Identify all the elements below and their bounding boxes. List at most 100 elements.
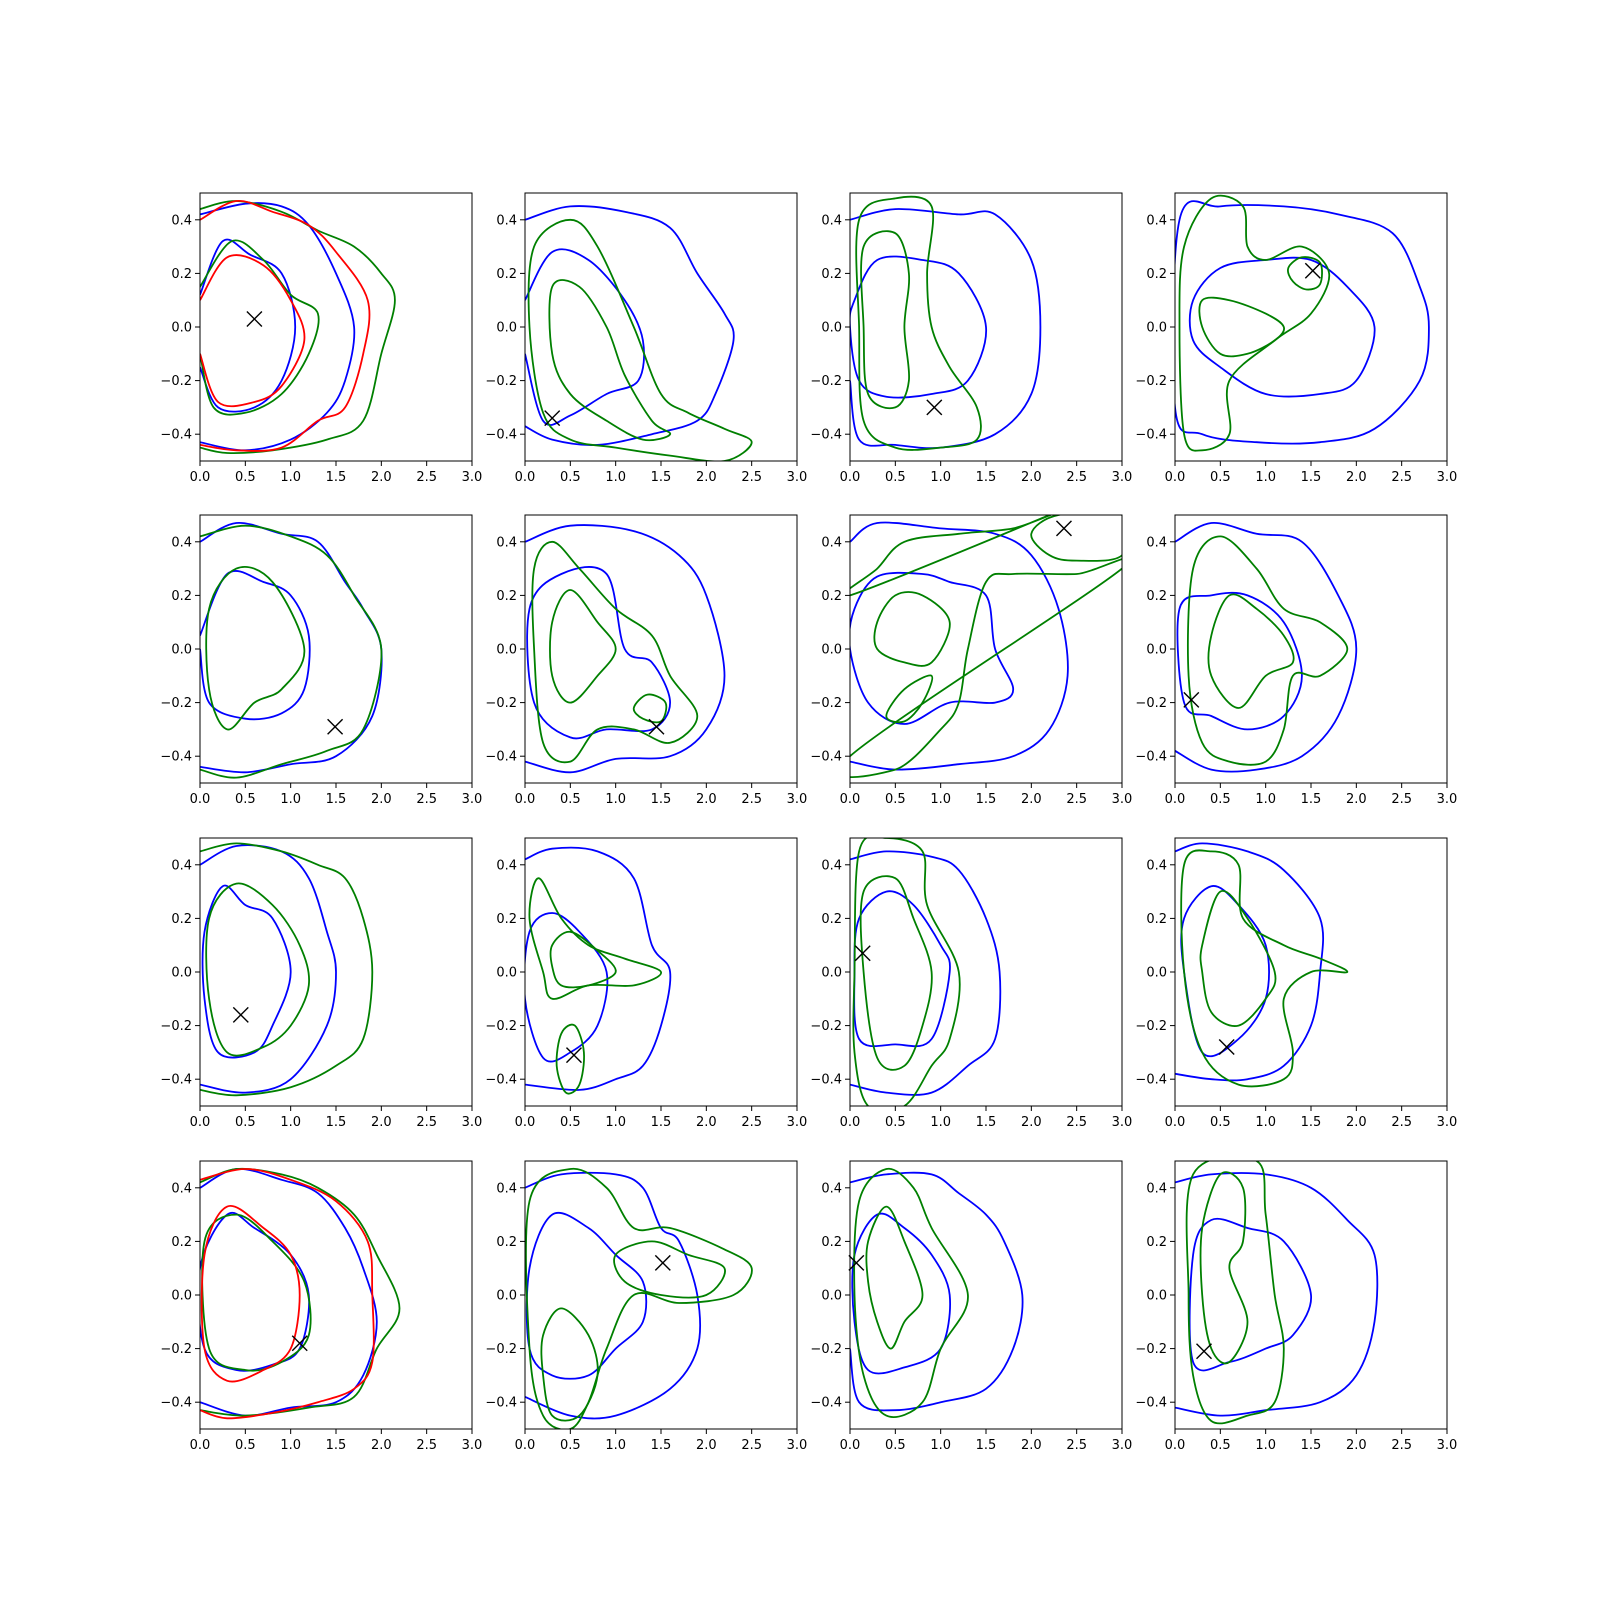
green-contour-3: [525, 1167, 753, 1429]
green-contour-3: [850, 515, 1053, 597]
x-tick-label: 1.5: [976, 470, 997, 485]
x-tick-label: 1.0: [605, 470, 626, 485]
blue-contour-2: [525, 1212, 648, 1380]
x-marker: [1196, 1343, 1213, 1360]
contour-group: [850, 838, 1002, 1106]
y-tick-label: 0.4: [821, 1181, 842, 1196]
x-tick-label: 0.5: [1210, 1438, 1231, 1453]
blue-contour-1: [200, 1168, 378, 1417]
y-tick-label: 0.2: [821, 1235, 842, 1250]
contour-group: [525, 205, 753, 461]
subplot-3-3: 0.0 0.5 1.0 1.5 2.0 2.5 3.0 −0.4 −0.2 0.0 0.2 0.4: [810, 837, 1133, 1130]
x-tick-label: 1.5: [326, 470, 347, 485]
contour-group: [200, 842, 374, 1097]
y-tick-label: −0.2: [160, 696, 192, 711]
y-tick-label: 0.2: [1146, 1235, 1167, 1250]
x-tick-label: 2.5: [741, 1438, 762, 1453]
subplot-1-4: 0.0 0.5 1.0 1.5 2.0 2.5 3.0 −0.4 −0.2 0.0 0.2 0.4: [1135, 192, 1457, 485]
x-tick-label: 3.0: [1112, 470, 1133, 485]
y-tick-label: 0.0: [1146, 966, 1167, 981]
red-contour-6: [200, 1205, 301, 1383]
y-tick-label: 0.4: [821, 213, 842, 228]
y-tick-label: −0.4: [810, 1073, 842, 1088]
x-tick-label: 2.0: [371, 792, 392, 807]
x-tick-label: 0.5: [560, 1438, 581, 1453]
green-contour-4: [859, 875, 933, 1071]
x-tick-label: 1.5: [976, 792, 997, 807]
y-tick-label: 0.0: [821, 966, 842, 981]
y-tick-label: 0.0: [496, 321, 517, 336]
x-tick-label: 0.5: [1210, 792, 1231, 807]
y-tick-label: −0.4: [160, 750, 192, 765]
x-tick-label: 1.0: [605, 792, 626, 807]
x-tick-label: 0.0: [515, 470, 536, 485]
x-tick-label: 0.0: [515, 1438, 536, 1453]
y-tick-label: −0.2: [485, 696, 517, 711]
y-tick-label: 0.4: [821, 535, 842, 550]
x-tick-label: 1.0: [1255, 1438, 1276, 1453]
x-tick-label: 1.0: [1255, 792, 1276, 807]
green-contour-3: [852, 838, 961, 1106]
x-tick-label: 2.5: [1066, 470, 1087, 485]
x-tick-label: 0.5: [885, 470, 906, 485]
y-tick-label: 0.0: [821, 321, 842, 336]
green-contour-7: [885, 674, 934, 724]
x-tick-label: 2.5: [741, 1115, 762, 1130]
subplot-4-3: 0.0 0.5 1.0 1.5 2.0 2.5 3.0 −0.4 −0.2 0.0 0.2 0.4: [810, 1160, 1132, 1453]
y-tick-label: −0.4: [1135, 1073, 1167, 1088]
x-tick-label: 0.0: [1165, 470, 1186, 485]
x-tick-label: 3.0: [787, 470, 808, 485]
x-tick-label: 2.5: [416, 1115, 437, 1130]
x-tick-label: 0.0: [190, 470, 211, 485]
y-tick-label: 0.4: [1146, 535, 1167, 550]
y-tick-label: 0.2: [496, 589, 517, 604]
green-contour-3: [1180, 849, 1349, 1088]
x-tick-label: 2.5: [1391, 470, 1412, 485]
x-tick-label: 0.5: [885, 1438, 906, 1453]
y-tick-label: −0.2: [485, 1019, 517, 1034]
x-tick-label: 0.5: [885, 1115, 906, 1130]
green-contour-4: [205, 882, 310, 1057]
contour-group: [850, 195, 1042, 451]
y-tick-label: −0.2: [160, 1019, 192, 1034]
y-tick-label: 0.0: [821, 643, 842, 658]
blue-contour-1: [850, 208, 1042, 450]
blue-contour-2: [850, 255, 987, 399]
x-tick-label: 0.0: [190, 792, 211, 807]
green-contour-4: [549, 589, 617, 704]
y-tick-label: 0.2: [171, 589, 192, 604]
x-marker: [648, 718, 665, 735]
x-tick-label: 3.0: [1112, 792, 1133, 807]
blue-contour-2: [525, 248, 645, 426]
x-tick-label: 2.5: [1066, 1115, 1087, 1130]
x-tick-label: 1.5: [326, 1115, 347, 1130]
x-tick-label: 3.0: [1112, 1115, 1133, 1130]
x-marker: [544, 410, 561, 427]
green-contour-4: [549, 930, 617, 989]
x-tick-label: 2.5: [416, 792, 437, 807]
x-tick-label: 0.0: [840, 1438, 861, 1453]
subplot-1-1: 0.0 0.5 1.0 1.5 2.0 2.5 3.0 −0.4 −0.2 0.0 0.2 0.4: [160, 192, 482, 485]
x-tick-label: 2.5: [1066, 792, 1087, 807]
x-tick-label: 2.5: [1066, 1438, 1087, 1453]
subplot-4-2: 0.0 0.5 1.0 1.5 2.0 2.5 3.0 −0.4 −0.2 0.0 0.2 0.4: [485, 1160, 807, 1453]
green-contour-3: [855, 195, 982, 451]
x-tick-label: 0.5: [1210, 1115, 1231, 1130]
axes-frame: [1174, 192, 1448, 462]
y-tick-label: −0.2: [485, 1342, 517, 1357]
blue-contour-2: [200, 238, 297, 413]
green-contour-3: [528, 877, 662, 1000]
x-tick-label: 2.0: [1021, 792, 1042, 807]
green-contour-5: [1030, 515, 1122, 562]
x-tick-label: 3.0: [1437, 1115, 1458, 1130]
x-tick-label: 3.0: [462, 792, 483, 807]
subplot-2-2: 0.0 0.5 1.0 1.5 2.0 2.5 3.0 −0.4 −0.2 0.0 0.2 0.4: [485, 514, 807, 807]
green-contour-3: [200, 842, 374, 1097]
contour-group: [1175, 194, 1430, 452]
x-tick-label: 0.5: [1210, 470, 1231, 485]
y-tick-label: 0.4: [1146, 858, 1167, 873]
y-tick-label: 0.0: [171, 643, 192, 658]
x-tick-label: 1.5: [1301, 1438, 1322, 1453]
x-tick-label: 1.5: [1301, 1115, 1322, 1130]
y-tick-label: 0.2: [821, 589, 842, 604]
